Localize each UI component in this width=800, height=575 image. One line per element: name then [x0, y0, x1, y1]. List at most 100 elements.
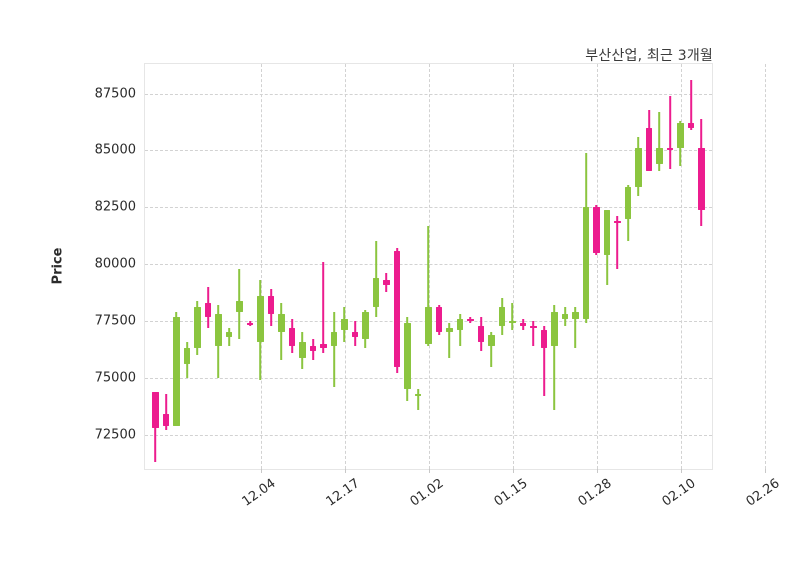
candlestick — [698, 64, 705, 469]
candlestick-body — [656, 148, 663, 165]
candlestick-body — [509, 321, 516, 324]
candlestick-wick — [543, 325, 545, 397]
candlestick — [635, 64, 642, 469]
candlestick-body — [498, 307, 506, 326]
candlestick — [330, 64, 338, 469]
x-axis-tick-label: 01.28 — [575, 476, 615, 510]
candlestick-body — [635, 148, 642, 187]
candlestick — [267, 64, 275, 469]
candlestick — [614, 64, 621, 469]
candlestick-wick — [511, 302, 514, 331]
candlestick-body — [572, 312, 579, 319]
candlestick-body — [582, 207, 590, 319]
candlestick-wick — [669, 95, 671, 169]
candlestick-body — [215, 314, 222, 347]
candlestick-body — [677, 123, 684, 149]
candlestick-body — [299, 341, 306, 358]
candlestick — [572, 64, 579, 469]
candlestick-body — [173, 316, 180, 426]
x-axis-tick-label: 01.02 — [407, 476, 447, 510]
y-axis-title: Price — [50, 247, 66, 285]
gridline-vertical — [680, 64, 682, 469]
candlestick — [194, 64, 201, 469]
candlestick — [498, 64, 506, 469]
candlestick — [477, 64, 485, 469]
x-axis-tick-label: 02.10 — [659, 476, 699, 510]
candlestick-wick — [574, 307, 577, 349]
x-axis-tick-mark — [428, 469, 430, 473]
gridline-vertical — [512, 64, 514, 469]
candlestick — [225, 64, 233, 469]
candlestick-wick — [553, 305, 556, 410]
candlestick-wick — [165, 393, 167, 431]
candlestick — [341, 64, 348, 469]
candlestick — [582, 64, 590, 469]
candlestick — [488, 64, 495, 469]
candlestick-body — [477, 325, 485, 342]
candlestick-body — [246, 323, 254, 326]
candlestick — [509, 64, 516, 469]
candlestick — [467, 64, 474, 469]
candlestick-wick — [228, 327, 230, 347]
y-axis-tick-label: 87500 — [94, 86, 136, 102]
candlestick-body — [446, 327, 453, 333]
candlestick-body — [404, 323, 411, 390]
candlestick — [530, 64, 537, 469]
candlestick — [435, 64, 443, 469]
candlestick-body — [561, 314, 569, 319]
candlestick — [278, 64, 285, 469]
candlestick-body — [603, 209, 611, 256]
gridline-vertical — [260, 64, 262, 469]
candlestick — [393, 64, 401, 469]
candlestick — [152, 64, 159, 469]
candlestick-body — [204, 302, 212, 317]
candlestick-body — [351, 332, 359, 338]
candlestick — [404, 64, 411, 469]
candlestick-wick — [322, 261, 325, 353]
candlestick — [320, 64, 327, 469]
x-axis-tick-label: 12.04 — [239, 476, 279, 510]
candlestick-body — [687, 123, 695, 128]
candlestick — [540, 64, 548, 469]
x-axis-tick-label: 01.15 — [491, 476, 531, 510]
candlestick-wick — [427, 225, 430, 347]
candlestick — [687, 64, 695, 469]
x-axis-tick-mark — [596, 469, 598, 473]
candlestick-body — [456, 318, 464, 331]
candlestick — [351, 64, 359, 469]
candlestick-body — [225, 332, 233, 338]
candlestick — [551, 64, 558, 469]
x-axis-tick-label: 12.17 — [323, 476, 363, 510]
candlestick — [183, 64, 191, 469]
candlestick-body — [320, 343, 327, 349]
candlestick — [456, 64, 464, 469]
candlestick-body — [414, 393, 422, 396]
candlestick — [204, 64, 212, 469]
candlestick-wick — [616, 216, 619, 269]
candlestick-plot-area: 72500 75000 77500 80000 82500 85000 87500 12.0… — [95, 63, 782, 510]
candlestick — [309, 64, 317, 469]
x-axis-tick-mark — [344, 469, 346, 473]
candlestick — [215, 64, 222, 469]
candlestick-wick — [417, 389, 419, 410]
y-axis-tick-label: 82500 — [94, 199, 136, 215]
x-axis-tick-label: 02.26 — [743, 476, 783, 510]
gridline-vertical — [596, 64, 598, 469]
candlestick-body — [666, 148, 674, 151]
candlestick-wick — [690, 79, 692, 130]
candlestick-wick — [448, 323, 451, 358]
y-axis-tick-label: 80000 — [94, 256, 136, 272]
candlestick — [362, 64, 369, 469]
candlestick-body — [183, 348, 191, 365]
candlestick — [236, 64, 243, 469]
y-axis-tick-label: 77500 — [94, 313, 136, 329]
candlestick-wick — [333, 312, 335, 388]
candlestick — [162, 64, 170, 469]
candlestick-body — [288, 327, 296, 347]
candlestick-body — [152, 391, 159, 429]
candlestick-body — [372, 277, 380, 308]
y-axis-tick-label: 72500 — [94, 427, 136, 443]
candlestick — [425, 64, 432, 469]
candlestick-wick — [459, 314, 461, 347]
